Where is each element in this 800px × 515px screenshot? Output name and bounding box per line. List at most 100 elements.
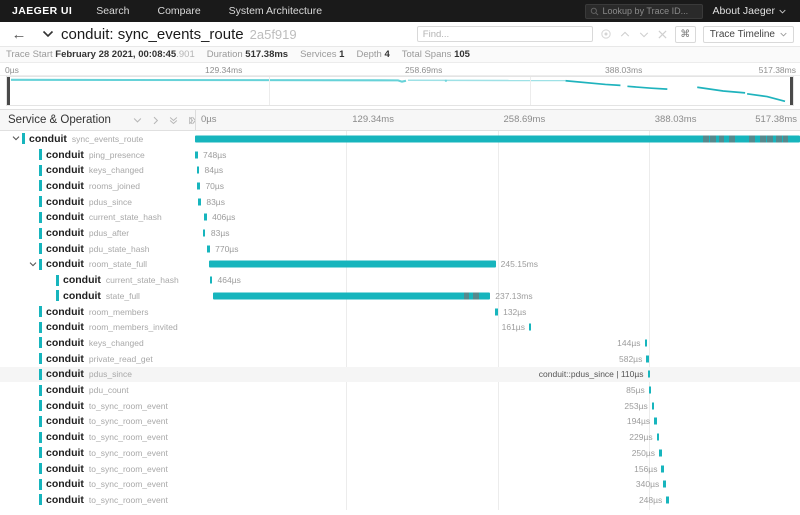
span-row[interactable]: conduit to_sync_room_event 229µs bbox=[0, 429, 800, 445]
span-row[interactable]: conduit to_sync_room_event 340µs bbox=[0, 476, 800, 492]
span-bar-track[interactable]: 132µs bbox=[195, 304, 800, 320]
span-duration-bar[interactable] bbox=[195, 151, 198, 159]
span-row-label[interactable]: conduit rooms_joined bbox=[0, 178, 195, 194]
find-previous-icon[interactable] bbox=[620, 31, 630, 38]
span-row-label[interactable]: conduit pdus_after bbox=[0, 225, 195, 241]
span-row-label[interactable]: conduit pdu_state_hash bbox=[0, 241, 195, 257]
span-bar-track[interactable]: 245.15ms bbox=[195, 257, 800, 273]
span-row-label[interactable]: conduit state_full bbox=[0, 288, 195, 304]
span-bar-track[interactable]: 70µs bbox=[195, 178, 800, 194]
span-bar-track[interactable]: 390µs bbox=[195, 508, 800, 510]
span-row[interactable]: conduit pdus_after 83µs bbox=[0, 225, 800, 241]
span-row-label[interactable]: conduit private_read_get bbox=[0, 351, 195, 367]
span-bar-track[interactable]: 406µs bbox=[195, 210, 800, 226]
span-row[interactable]: conduit pdus_since 83µs bbox=[0, 194, 800, 210]
span-bar-track[interactable] bbox=[195, 131, 800, 147]
span-bar-track[interactable]: 340µs bbox=[195, 476, 800, 492]
span-row[interactable]: conduit to_sync_room_event 250µs bbox=[0, 445, 800, 461]
span-duration-bar[interactable] bbox=[646, 355, 649, 363]
span-bar-track[interactable]: 250µs bbox=[195, 445, 800, 461]
span-bar-track[interactable]: 83µs bbox=[195, 225, 800, 241]
span-row-label[interactable]: conduit room_state_full bbox=[0, 257, 195, 273]
column-resize-handle[interactable] bbox=[189, 117, 192, 124]
span-duration-bar[interactable] bbox=[648, 386, 652, 394]
span-collapse-chevron-down-icon[interactable] bbox=[27, 260, 39, 269]
collapse-all-icon[interactable] bbox=[169, 116, 178, 125]
span-duration-bar[interactable] bbox=[654, 417, 657, 425]
span-row[interactable]: conduit to_sync_room_event 248µs bbox=[0, 492, 800, 508]
span-duration-bar[interactable] bbox=[196, 166, 199, 174]
collapse-one-icon[interactable] bbox=[133, 117, 142, 123]
collapse-trace-header-icon[interactable] bbox=[42, 30, 54, 38]
span-row-label[interactable]: conduit pdus_since bbox=[0, 366, 195, 383]
span-row-label[interactable]: conduit sync_events_route bbox=[0, 131, 195, 147]
span-duration-bar[interactable] bbox=[663, 480, 666, 488]
span-duration-bar[interactable] bbox=[209, 276, 213, 284]
span-duration-bar[interactable] bbox=[495, 308, 498, 316]
span-bar-track[interactable]: 85µs bbox=[195, 382, 800, 398]
nav-link-compare[interactable]: Compare bbox=[157, 5, 201, 17]
span-duration-bar[interactable] bbox=[195, 135, 800, 143]
span-duration-bar[interactable] bbox=[656, 433, 660, 441]
span-duration-bar[interactable] bbox=[651, 402, 655, 410]
span-row[interactable]: conduit pdu_count 85µs bbox=[0, 382, 800, 398]
span-row-label[interactable]: conduit ping_presence bbox=[0, 147, 195, 163]
trace-id-lookup-input[interactable]: Lookup by Trace ID... bbox=[584, 3, 703, 19]
span-duration-bar[interactable] bbox=[207, 245, 210, 253]
span-bar-track[interactable]: conduit::pdus_since | 110µs bbox=[195, 367, 800, 383]
find-next-icon[interactable] bbox=[639, 31, 649, 38]
span-bar-track[interactable]: 156µs bbox=[195, 461, 800, 477]
span-duration-bar[interactable] bbox=[659, 449, 662, 457]
expand-one-icon[interactable] bbox=[152, 116, 159, 125]
span-collapse-chevron-down-icon[interactable] bbox=[10, 134, 22, 143]
span-row[interactable]: conduit pdus_since conduit::pdus_since | 1… bbox=[0, 366, 800, 383]
span-duration-bar[interactable] bbox=[198, 198, 201, 206]
span-rows-container[interactable]: conduit sync_events_route conduit ping_pres… bbox=[0, 131, 800, 510]
find-input[interactable]: Find... bbox=[416, 26, 593, 42]
span-row-label[interactable]: conduit current_state_hash bbox=[0, 210, 195, 226]
span-row[interactable]: conduit pdu_state_hash 770µs bbox=[0, 241, 800, 257]
about-jaeger-menu[interactable]: About Jaeger bbox=[713, 5, 792, 17]
span-row[interactable]: conduit current_state_hash 406µs bbox=[0, 210, 800, 226]
span-duration-bar[interactable] bbox=[202, 229, 206, 237]
span-duration-bar[interactable] bbox=[204, 213, 207, 221]
span-row[interactable]: conduit sync_events_route bbox=[0, 131, 800, 147]
keyboard-shortcuts-button[interactable]: ⌘ bbox=[674, 25, 696, 43]
span-row[interactable]: conduit to_sync_room_event 156µs bbox=[0, 461, 800, 477]
span-row[interactable]: conduit keys_changed 84µs bbox=[0, 162, 800, 178]
span-row[interactable]: conduit rooms_joined 70µs bbox=[0, 178, 800, 194]
focus-target-icon[interactable] bbox=[601, 29, 611, 39]
span-duration-bar[interactable] bbox=[197, 182, 200, 190]
span-row[interactable]: conduit to_sync_room_event 194µs bbox=[0, 414, 800, 430]
nav-link-system-architecture[interactable]: System Architecture bbox=[228, 5, 323, 17]
span-row-label[interactable]: conduit keys_changed bbox=[0, 335, 195, 351]
minimap-drag-handle-left[interactable] bbox=[7, 77, 10, 105]
span-row[interactable]: conduit ping_presence 748µs bbox=[0, 147, 800, 163]
span-bar-track[interactable]: 194µs bbox=[195, 414, 800, 430]
span-row[interactable]: conduit room_state_full 245.15ms bbox=[0, 257, 800, 273]
span-bar-track[interactable]: 464µs bbox=[195, 272, 800, 288]
span-row-label[interactable]: conduit room_members bbox=[0, 304, 195, 320]
span-bar-track[interactable]: 248µs bbox=[195, 492, 800, 508]
span-bar-track[interactable]: 84µs bbox=[195, 162, 800, 178]
span-row[interactable]: conduit room_members_invited 161µs bbox=[0, 319, 800, 335]
span-row[interactable]: conduit to_sync_room_event 253µs bbox=[0, 398, 800, 414]
span-row-label[interactable]: conduit room_members_invited bbox=[0, 319, 195, 335]
span-bar-track[interactable]: 229µs bbox=[195, 429, 800, 445]
view-mode-select[interactable]: Trace Timeline bbox=[702, 25, 794, 43]
span-bar-track[interactable]: 748µs bbox=[195, 147, 800, 163]
nav-link-search[interactable]: Search bbox=[96, 5, 130, 17]
span-row-label[interactable]: conduit current_state_hash bbox=[0, 272, 195, 288]
span-duration-bar[interactable] bbox=[644, 339, 647, 347]
span-row[interactable]: conduit keys_changed 144µs bbox=[0, 335, 800, 351]
jaeger-logo[interactable]: JAEGER UI bbox=[12, 5, 73, 17]
span-row[interactable]: conduit current_state_hash 464µs bbox=[0, 272, 800, 288]
